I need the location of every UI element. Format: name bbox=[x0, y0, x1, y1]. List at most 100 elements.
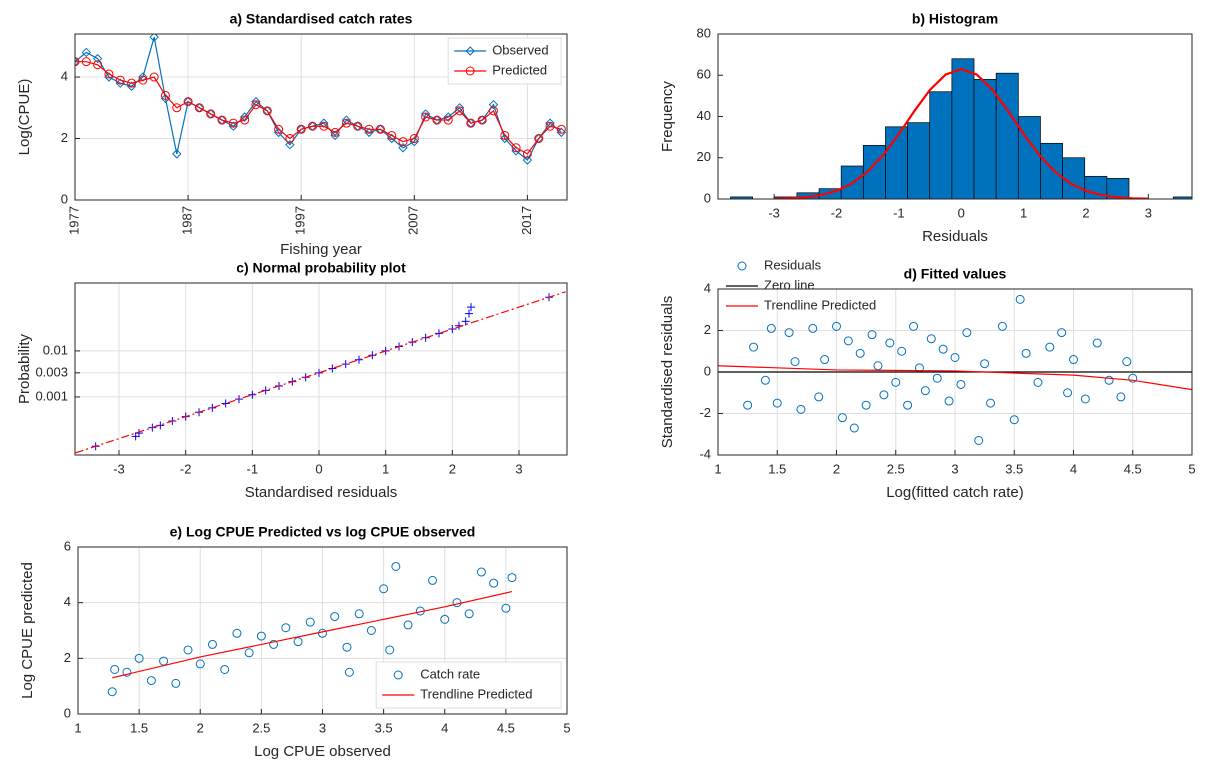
data-point bbox=[500, 130, 510, 140]
data-point bbox=[454, 103, 465, 113]
x-tick-label: 0 bbox=[315, 461, 322, 476]
x-tick-label: 1987 bbox=[180, 206, 195, 235]
data-point bbox=[522, 155, 533, 165]
y-tick-label: 0 bbox=[704, 190, 711, 205]
bar bbox=[951, 58, 975, 199]
series-line bbox=[774, 67, 1149, 199]
data-point bbox=[1069, 355, 1079, 365]
data-point bbox=[217, 115, 227, 125]
data-point bbox=[330, 127, 340, 137]
x-tick-label: 1.5 bbox=[130, 720, 148, 735]
data-point bbox=[843, 336, 853, 346]
data-point bbox=[127, 78, 137, 88]
x-axis-label: Residuals bbox=[922, 228, 988, 245]
data-point bbox=[409, 136, 420, 147]
data-point bbox=[194, 103, 204, 113]
x-axis-label: Log(fitted catch rate) bbox=[886, 484, 1024, 501]
x-tick-label: 4.5 bbox=[1124, 461, 1142, 476]
data-point bbox=[837, 413, 847, 423]
data-point bbox=[159, 656, 169, 666]
x-tick-label: 3 bbox=[515, 461, 522, 476]
x-tick-label: 2.5 bbox=[252, 720, 270, 735]
data-point bbox=[403, 620, 413, 630]
data-point bbox=[808, 323, 818, 333]
data-point bbox=[104, 69, 114, 79]
bar bbox=[995, 72, 1019, 199]
x-tick-label: 3 bbox=[319, 720, 326, 735]
axes-frame bbox=[74, 282, 568, 456]
x-tick-label: 2 bbox=[833, 461, 840, 476]
data-point bbox=[1116, 392, 1126, 402]
data-point bbox=[81, 57, 91, 67]
x-tick-label: 0 bbox=[958, 205, 965, 220]
y-tick-label: -4 bbox=[699, 446, 711, 461]
chart-panel: 1977 1987 1997 2007 2017 0 2 4 a) Standardised c… bbox=[16, 11, 568, 258]
data-point bbox=[251, 100, 261, 110]
data-point bbox=[466, 118, 476, 128]
data-point bbox=[1104, 375, 1114, 385]
x-tick-label: 1.5 bbox=[768, 461, 786, 476]
data-point bbox=[354, 609, 364, 619]
y-axis-label: Probability bbox=[16, 333, 33, 404]
data-point bbox=[790, 357, 800, 367]
axes-frame bbox=[77, 546, 568, 715]
data-point bbox=[319, 118, 329, 128]
x-tick-label: 1 bbox=[1020, 205, 1027, 220]
bar bbox=[1062, 157, 1086, 199]
data-point bbox=[849, 423, 859, 433]
data-point bbox=[115, 75, 125, 85]
data-point bbox=[855, 348, 865, 358]
x-tick-label: 2 bbox=[449, 461, 456, 476]
data-point bbox=[391, 561, 401, 571]
data-point bbox=[353, 121, 363, 131]
data-point bbox=[240, 115, 250, 125]
data-point bbox=[318, 628, 328, 638]
data-point bbox=[1009, 415, 1019, 425]
data-point bbox=[172, 103, 182, 113]
data-point bbox=[489, 578, 499, 588]
data-point bbox=[330, 130, 340, 141]
x-tick-label: 5 bbox=[563, 720, 570, 735]
data-point bbox=[500, 133, 510, 144]
data-point bbox=[308, 121, 318, 131]
data-point bbox=[932, 373, 942, 383]
data-point bbox=[81, 47, 92, 58]
data-point bbox=[364, 124, 374, 134]
data-point bbox=[545, 121, 555, 131]
data-point bbox=[428, 575, 438, 585]
x-axis-label: Standardised residuals bbox=[245, 484, 398, 501]
data-point bbox=[220, 664, 230, 674]
axes-frame bbox=[74, 33, 568, 201]
data-point bbox=[879, 390, 889, 400]
plot-marks bbox=[75, 291, 566, 454]
data-point bbox=[1092, 338, 1102, 348]
data-point bbox=[206, 109, 216, 119]
data-point bbox=[501, 603, 511, 613]
bar bbox=[1172, 196, 1192, 199]
y-tick-label: 20 bbox=[697, 149, 711, 164]
data-point bbox=[244, 648, 254, 658]
data-point bbox=[1015, 294, 1025, 304]
data-point bbox=[534, 134, 544, 144]
y-tick-label: 0.01 bbox=[43, 342, 68, 357]
chart-panel: 1 1.5 2 2.5 3 3.5 4 4.5 5 -4 -2 0 2 4 d) Fitted values… bbox=[659, 257, 1196, 501]
data-point bbox=[435, 329, 443, 338]
series-line bbox=[75, 291, 566, 454]
x-tick-label: 4 bbox=[441, 720, 448, 735]
data-point bbox=[183, 97, 193, 107]
data-point bbox=[328, 364, 337, 373]
plot-marks bbox=[75, 34, 567, 165]
x-tick-label: -3 bbox=[768, 205, 780, 220]
legend-label: Catch rate bbox=[420, 666, 480, 681]
data-point bbox=[368, 351, 377, 360]
y-tick-label: 4 bbox=[64, 594, 71, 609]
data-point bbox=[477, 115, 487, 125]
data-point bbox=[867, 330, 877, 340]
y-tick-label: 2 bbox=[704, 322, 711, 337]
data-point bbox=[465, 309, 473, 318]
plot-marks bbox=[718, 294, 1192, 445]
data-point bbox=[903, 400, 913, 410]
data-point bbox=[248, 390, 257, 399]
chart-panel: 1 1.5 2 2.5 3 3.5 4 4.5 5 0 2 4 6 e) Log CPUE Predict… bbox=[19, 524, 571, 760]
y-tick-label: 80 bbox=[697, 25, 711, 40]
